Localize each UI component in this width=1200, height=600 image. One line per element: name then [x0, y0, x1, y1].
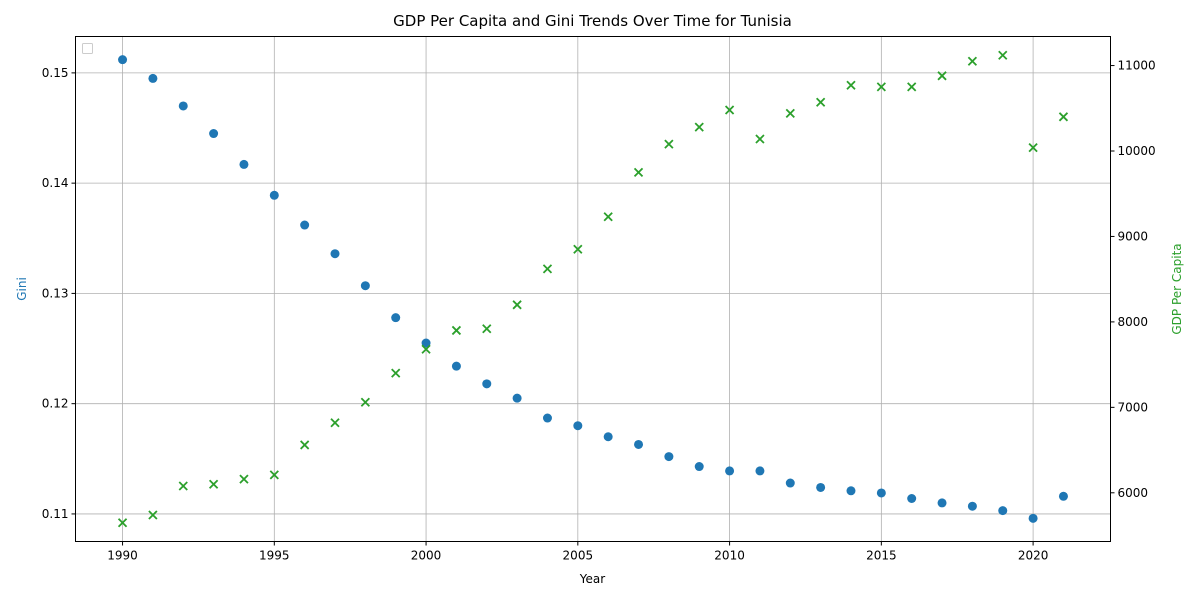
gdp-point	[998, 50, 1008, 60]
gini-point	[360, 281, 370, 291]
gini-point	[482, 379, 492, 389]
legend-box	[82, 43, 93, 54]
gini-point	[330, 249, 340, 259]
gini-point	[269, 190, 279, 200]
gini-point	[816, 482, 826, 492]
gini-point	[573, 421, 583, 431]
gini-point	[755, 466, 765, 476]
x-tick-label: 2010	[714, 549, 745, 563]
gini-point	[634, 439, 644, 449]
y-right-tick-label: 11000	[1118, 59, 1156, 73]
chart-title: GDP Per Capita and Gini Trends Over Time…	[393, 12, 792, 30]
gini-point	[209, 129, 219, 139]
gdp-point	[330, 418, 340, 428]
gini-point	[421, 338, 431, 348]
gdp-point	[724, 105, 735, 115]
gdp-point	[360, 397, 370, 407]
gdp-point	[876, 82, 886, 92]
gini-point	[239, 159, 249, 169]
gdp-point	[208, 479, 219, 489]
y-left-tick-label: 0.11	[42, 507, 69, 521]
y-left-tick-label: 0.15	[42, 66, 69, 80]
gdp-point	[391, 368, 401, 378]
y-right-tick-label: 9000	[1118, 229, 1149, 243]
y-right-tick-label: 10000	[1118, 144, 1156, 158]
gini-point	[512, 393, 522, 403]
gini-point	[542, 413, 552, 423]
gdp-point	[148, 510, 158, 520]
gini-point	[178, 101, 188, 111]
gdp-point	[451, 325, 462, 336]
gdp-point	[239, 474, 249, 484]
gdp-point	[1028, 142, 1038, 153]
gini-point	[664, 452, 674, 462]
y-left-tick-label: 0.12	[42, 397, 69, 411]
gdp-point	[633, 167, 644, 177]
grid-layer	[75, 36, 1111, 542]
axes-layer: 1990 1995 2000 2005 2010 2015 2020 0.11 0.12 0.13…	[42, 59, 1156, 563]
x-tick-label: 2020	[1018, 549, 1049, 563]
gini-point	[967, 501, 977, 511]
gini-point	[391, 313, 401, 323]
gdp-point	[846, 80, 856, 90]
x-tick-label: 2015	[866, 549, 897, 563]
gdp-point	[178, 481, 188, 491]
gini-point	[1058, 491, 1068, 501]
gdp-point	[300, 440, 310, 450]
gini-point	[603, 432, 613, 442]
gini-point	[785, 478, 795, 488]
x-tick-label: 2000	[411, 549, 442, 563]
y-right-tick-label: 7000	[1118, 400, 1149, 414]
gini-point	[846, 486, 856, 496]
y-right-tick-label: 6000	[1118, 486, 1149, 500]
x-tick-label: 1995	[259, 549, 290, 563]
gdp-point	[755, 134, 765, 144]
gini-point	[148, 73, 158, 83]
gini-point	[907, 493, 917, 503]
gini-point	[876, 488, 886, 498]
gini-point	[694, 462, 704, 472]
gini-point	[1028, 513, 1038, 523]
marks-layer	[117, 50, 1069, 528]
gdp-point	[482, 324, 492, 334]
y-right-axis-title: GDP Per Capita	[1170, 243, 1184, 334]
y-left-axis-title: Gini	[15, 277, 29, 301]
gini-point	[451, 361, 461, 371]
gini-point	[118, 55, 128, 65]
gdp-point	[664, 139, 674, 149]
y-left-tick-label: 0.13	[42, 286, 69, 300]
y-left-tick-label: 0.14	[42, 176, 69, 190]
gdp-point	[967, 56, 978, 66]
x-axis-title: Year	[579, 572, 605, 586]
gdp-point	[907, 82, 917, 92]
gdp-point	[937, 71, 947, 81]
gdp-point	[1058, 112, 1069, 122]
gdp-point	[542, 264, 553, 274]
x-tick-label: 1990	[107, 549, 138, 563]
y-right-tick-label: 8000	[1118, 315, 1149, 329]
gini-point	[998, 506, 1008, 516]
gdp-point	[421, 344, 431, 354]
gdp-point	[512, 300, 522, 310]
x-tick-label: 2005	[563, 549, 594, 563]
gdp-point	[269, 470, 279, 480]
gdp-point	[816, 97, 826, 107]
gdp-point	[117, 518, 128, 528]
gini-point	[937, 498, 947, 508]
gini-point	[300, 220, 310, 230]
gdp-point	[694, 122, 704, 132]
gdp-point	[573, 244, 583, 254]
gdp-point	[603, 212, 613, 222]
gini-point	[725, 466, 735, 476]
plot-frame	[75, 36, 1111, 542]
gdp-point	[785, 108, 795, 119]
